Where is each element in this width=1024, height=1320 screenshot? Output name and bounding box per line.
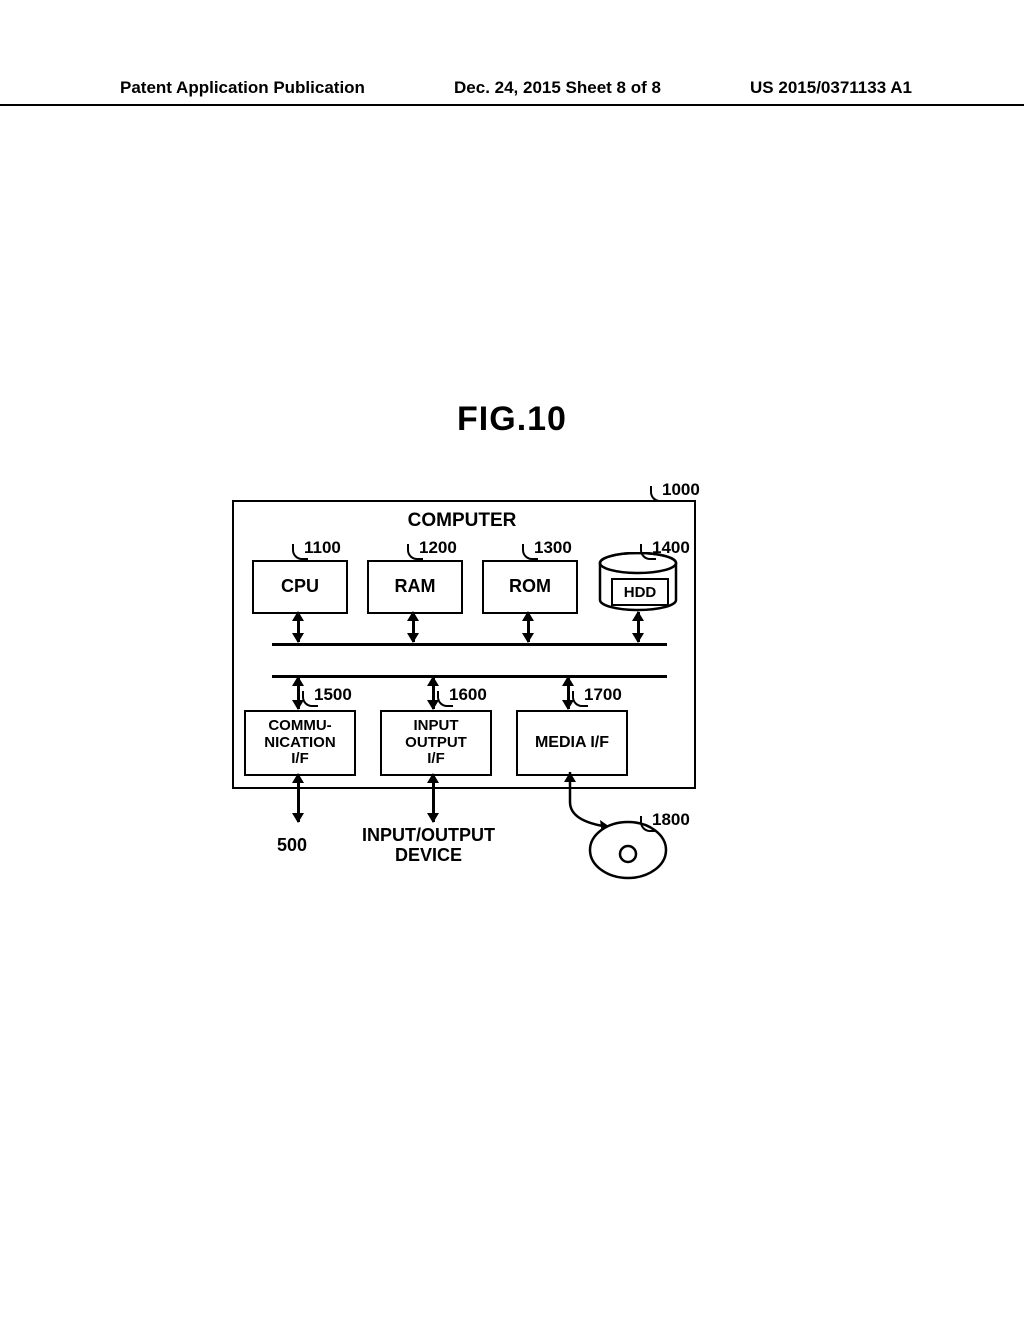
arrow-bus-ioif: [432, 677, 435, 709]
media-ref: 1700: [584, 685, 622, 705]
cpu-ref: 1100: [304, 538, 341, 558]
arrow-ram-bus: [412, 612, 415, 642]
rom-ref: 1300: [534, 538, 572, 558]
cpu-box: CPU: [252, 560, 348, 614]
page: Patent Application Publication Dec. 24, …: [0, 0, 1024, 1320]
ioif-ref: 1600: [449, 685, 487, 705]
ioif-label: INPUT OUTPUT I/F: [405, 718, 467, 768]
io-device-label: INPUT/OUTPUT DEVICE: [362, 826, 495, 866]
computer-label: COMPUTER: [232, 510, 692, 532]
computer-ref: 1000: [662, 480, 700, 500]
ioif-box: INPUT OUTPUT I/F: [380, 710, 492, 776]
bus-line-bottom: [272, 675, 667, 678]
cpu-label: CPU: [281, 577, 319, 597]
comm-ref: 1500: [314, 685, 352, 705]
hdd-box: HDD: [597, 552, 679, 612]
net-label: 500: [277, 835, 307, 856]
arrow-rom-bus: [527, 612, 530, 642]
header-row: Patent Application Publication Dec. 24, …: [0, 78, 1024, 98]
hdd-ref: 1400: [652, 538, 690, 558]
arrow-ioif-ext: [432, 774, 435, 822]
media-box: MEDIA I/F: [516, 710, 628, 776]
ram-box: RAM: [367, 560, 463, 614]
header-right: US 2015/0371133 A1: [750, 78, 912, 98]
ram-ref: 1200: [419, 538, 457, 558]
hdd-label: HDD: [624, 584, 657, 601]
comm-label: COMMU- NICATION I/F: [264, 718, 335, 768]
page-header: Patent Application Publication Dec. 24, …: [0, 78, 1024, 106]
arrow-comm-ext: [297, 774, 300, 822]
ram-label: RAM: [395, 577, 436, 597]
rom-label: ROM: [509, 577, 551, 597]
rom-box: ROM: [482, 560, 578, 614]
arrow-bus-comm: [297, 677, 300, 709]
arrow-bus-media: [567, 677, 570, 709]
comm-box: COMMU- NICATION I/F: [244, 710, 356, 776]
bus-line-top: [272, 643, 667, 646]
disc-ref: 1800: [652, 810, 690, 830]
diagram: COMPUTER 1000 CPU 1100 RAM 1200 ROM 1300: [232, 480, 792, 910]
hdd-label-box: HDD: [611, 578, 669, 606]
arrow-cpu-bus: [297, 612, 300, 642]
header-center: Dec. 24, 2015 Sheet 8 of 8: [454, 78, 661, 98]
arrow-hdd-bus: [637, 612, 640, 642]
header-left: Patent Application Publication: [120, 78, 365, 98]
media-label: MEDIA I/F: [535, 734, 609, 752]
figure-title: FIG.10: [0, 400, 1024, 439]
